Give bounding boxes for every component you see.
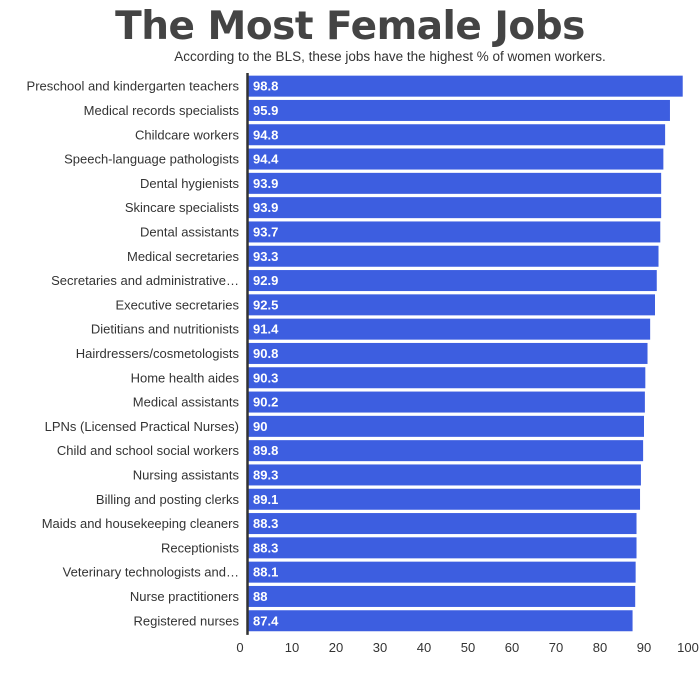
category-label: Skincare specialists [125,200,240,215]
bar [248,124,666,146]
bar [248,367,646,389]
bar [248,75,683,97]
bar [248,294,655,316]
bar [248,270,657,292]
x-tick-label: 10 [285,640,299,655]
value-label: 90.8 [253,346,278,361]
value-label: 92.5 [253,297,278,312]
value-label: 94.8 [253,127,278,142]
bar [248,172,662,194]
category-label: Dental hygienists [140,176,239,191]
bar [248,342,648,364]
x-tick-label: 20 [329,640,343,655]
value-label: 90.2 [253,395,278,410]
bar [248,585,636,607]
x-tick-label: 40 [417,640,431,655]
category-label: Preschool and kindergarten teachers [27,79,240,94]
bar [248,561,636,583]
value-label: 88.3 [253,540,278,555]
bar [248,318,651,340]
value-label: 88 [253,589,267,604]
value-label: 92.9 [253,273,278,288]
bar [248,391,645,413]
x-tick-label: 60 [505,640,519,655]
bar [248,513,637,535]
value-label: 93.3 [253,249,278,264]
category-label: Veterinary technologists and… [63,565,239,580]
category-label: Medical records specialists [84,103,240,118]
category-label: Childcare workers [135,127,240,142]
category-label: Dietitians and nutritionists [91,322,240,337]
bar [248,440,644,462]
category-label: Home health aides [131,370,240,385]
value-label: 89.8 [253,443,278,458]
value-label: 89.3 [253,467,278,482]
category-label: Receptionists [161,540,240,555]
x-tick-label: 30 [373,640,387,655]
category-label: Nurse practitioners [130,589,240,604]
category-label: Registered nurses [134,613,240,628]
x-tick-label: 80 [593,640,607,655]
value-label: 91.4 [253,322,279,337]
bar [248,610,633,632]
bar [248,197,662,219]
category-label: Secretaries and administrative… [51,273,239,288]
category-label: Dental assistants [140,224,239,239]
value-label: 93.7 [253,224,278,239]
bar [248,464,641,486]
category-label: Speech-language pathologists [64,152,239,167]
value-label: 89.1 [253,492,278,507]
bar [248,415,644,437]
chart-title: The Most Female Jobs [115,4,585,49]
category-label: Child and school social workers [57,443,240,458]
category-label: Hairdressers/cosmetologists [76,346,240,361]
bar [248,488,641,510]
bar [248,148,664,170]
x-tick-label: 50 [461,640,475,655]
category-label: LPNs (Licensed Practical Nurses) [45,419,239,434]
category-label: Maids and housekeeping cleaners [42,516,240,531]
x-tick-label: 90 [637,640,651,655]
value-label: 88.1 [253,565,278,580]
bar [248,99,670,121]
category-label: Billing and posting clerks [96,492,240,507]
category-label: Executive secretaries [115,297,239,312]
value-label: 93.9 [253,200,278,215]
category-label: Nursing assistants [133,467,240,482]
x-tick-label: 0 [236,640,243,655]
value-label: 87.4 [253,613,279,628]
value-label: 94.4 [253,152,279,167]
x-tick-label: 70 [549,640,563,655]
category-label: Medical assistants [133,395,240,410]
bar [248,537,637,559]
value-label: 93.9 [253,176,278,191]
chart-subtitle: According to the BLS, these jobs have th… [174,49,606,64]
bar [248,221,661,243]
value-label: 88.3 [253,516,278,531]
value-label: 90 [253,419,267,434]
bar [248,245,659,267]
x-tick-label: 100 [677,640,699,655]
value-label: 95.9 [253,103,278,118]
value-label: 98.8 [253,79,278,94]
value-label: 90.3 [253,370,278,385]
category-label: Medical secretaries [127,249,239,264]
